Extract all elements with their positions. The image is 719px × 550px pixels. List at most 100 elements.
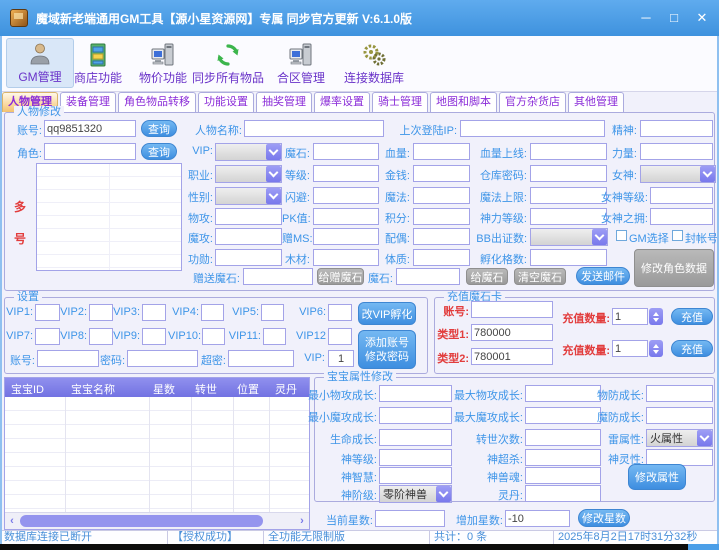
job-dropdown[interactable] <box>215 165 282 183</box>
vip-dropdown[interactable] <box>215 143 282 161</box>
current-stars-input[interactable] <box>375 510 445 527</box>
pet-table[interactable]: 宝宝ID 宝宝名称 星数 转世 位置 灵丹 ‹ › <box>4 377 310 530</box>
god-power-input[interactable] <box>530 208 607 225</box>
patk-input[interactable] <box>215 208 282 225</box>
moshi2-input[interactable] <box>396 268 460 285</box>
modify-stars-button[interactable]: 修改星数 <box>578 509 630 527</box>
ban-account-checkbox[interactable] <box>672 230 683 241</box>
vip7-input[interactable] <box>35 328 60 345</box>
goddess-dropdown[interactable] <box>640 165 716 183</box>
vip5-input[interactable] <box>261 304 284 321</box>
char-name-input[interactable] <box>244 120 384 137</box>
send-mail-button[interactable]: 发送邮件 <box>576 267 630 285</box>
merit-input[interactable] <box>215 249 282 266</box>
tab-item-transfer[interactable]: 角色物品转移 <box>118 92 196 112</box>
magic-max-input[interactable] <box>530 187 607 204</box>
tab-lottery[interactable]: 抽奖管理 <box>256 92 312 112</box>
pk-input[interactable] <box>313 208 379 225</box>
toolbar-sync-items[interactable]: 同步所有物品 <box>190 38 266 88</box>
tab-other[interactable]: 其他管理 <box>568 92 624 112</box>
recharge2-button[interactable]: 充值 <box>671 340 713 357</box>
settings-account-input[interactable] <box>37 350 99 367</box>
vip8-input[interactable] <box>89 328 113 345</box>
clear-moshi-button[interactable]: 清空魔石 <box>514 268 566 285</box>
scrollbar-thumb[interactable] <box>20 515 263 527</box>
gift-moshi-input[interactable] <box>243 268 313 285</box>
query-account-button[interactable]: 查询 <box>141 120 177 137</box>
god-rank-dropdown[interactable]: 零阶神兽 <box>379 485 452 503</box>
settings-vip-input[interactable] <box>328 350 354 367</box>
bb-cert-dropdown[interactable] <box>530 228 608 246</box>
level-input[interactable] <box>313 165 379 182</box>
account-input[interactable] <box>44 120 136 137</box>
recharge1-button[interactable]: 充值 <box>671 308 713 325</box>
query-role-button[interactable]: 查询 <box>141 143 177 160</box>
gift-ms-input[interactable] <box>313 228 379 245</box>
toolbar-price[interactable]: 物价功能 <box>132 38 194 88</box>
vip11-input[interactable] <box>263 328 286 345</box>
vip1-input[interactable] <box>35 304 60 321</box>
settings-password-input[interactable] <box>127 350 198 367</box>
tab-equip-manage[interactable]: 装备管理 <box>60 92 116 112</box>
qty1-input[interactable] <box>612 308 648 325</box>
tab-drop-rate[interactable]: 爆率设置 <box>314 92 370 112</box>
vip9-input[interactable] <box>142 328 166 345</box>
storage-pwd-input[interactable] <box>530 165 607 182</box>
goddess-level-input[interactable] <box>650 187 713 204</box>
vip10-input[interactable] <box>202 328 225 345</box>
spirit-input[interactable] <box>640 120 713 137</box>
god-soul-input[interactable] <box>525 467 601 484</box>
element-attr-dropdown[interactable]: 火属性 <box>646 429 713 447</box>
type1-input[interactable] <box>471 324 553 341</box>
hp-input[interactable] <box>413 143 470 160</box>
gender-dropdown[interactable] <box>215 187 282 205</box>
score-input[interactable] <box>413 208 470 225</box>
pet-table-hscrollbar[interactable]: ‹ › <box>5 512 309 529</box>
matk-input[interactable] <box>215 228 282 245</box>
tab-official-store[interactable]: 官方杂货店 <box>499 92 566 112</box>
dodge-input[interactable] <box>313 187 379 204</box>
mdef-input[interactable] <box>646 407 713 424</box>
tab-function-settings[interactable]: 功能设置 <box>198 92 254 112</box>
lingdan-input[interactable] <box>525 485 601 502</box>
max-patk-input[interactable] <box>525 385 601 402</box>
max-matk-input[interactable] <box>525 407 601 424</box>
qty2-spinner[interactable] <box>649 340 663 357</box>
recharge-account-input[interactable] <box>471 301 553 318</box>
life-growth-input[interactable] <box>379 429 452 446</box>
goddess-hug-input[interactable] <box>650 208 713 225</box>
god-level-input[interactable] <box>379 449 452 466</box>
qty2-input[interactable] <box>612 340 648 357</box>
settings-superpwd-input[interactable] <box>228 350 294 367</box>
vip3-input[interactable] <box>142 304 166 321</box>
god-kill-input[interactable] <box>525 449 601 466</box>
type2-input[interactable] <box>471 348 553 365</box>
vip6-input[interactable] <box>328 304 352 321</box>
hp-max-input[interactable] <box>530 143 607 160</box>
vip4-input[interactable] <box>201 304 224 321</box>
pdef-input[interactable] <box>646 385 713 402</box>
magic-input[interactable] <box>413 187 470 204</box>
toolbar-shop[interactable]: 商店功能 <box>66 38 130 88</box>
modify-attrs-button[interactable]: 修改属性 <box>628 464 686 490</box>
vip2-input[interactable] <box>89 304 113 321</box>
qty1-spinner[interactable] <box>649 308 663 325</box>
add-stars-input[interactable] <box>505 510 570 527</box>
physique-input[interactable] <box>413 249 470 266</box>
wood-input[interactable] <box>313 249 379 266</box>
give-moshi-button[interactable]: 给魔石 <box>466 268 508 285</box>
last-ip-input[interactable] <box>460 120 605 137</box>
modify-role-button[interactable]: 修改角色数据 <box>634 249 714 287</box>
scroll-right-icon[interactable]: › <box>300 515 304 527</box>
add-account-change-pwd-button[interactable]: 添加账号 修改密码 <box>358 330 416 369</box>
tab-knight[interactable]: 骑士管理 <box>372 92 428 112</box>
toolbar-connect-db[interactable]: 连接数据库 <box>336 38 412 88</box>
tab-map-script[interactable]: 地图和脚本 <box>430 92 497 112</box>
min-patk-input[interactable] <box>379 385 452 402</box>
hatch-slots-input[interactable] <box>530 249 607 266</box>
role-input[interactable] <box>44 143 136 160</box>
spouse-input[interactable] <box>413 228 470 245</box>
toolbar-merge[interactable]: 合区管理 <box>270 38 332 88</box>
toolbar-gm-manage[interactable]: GM管理 <box>6 38 74 88</box>
vip12-input[interactable] <box>328 328 352 345</box>
